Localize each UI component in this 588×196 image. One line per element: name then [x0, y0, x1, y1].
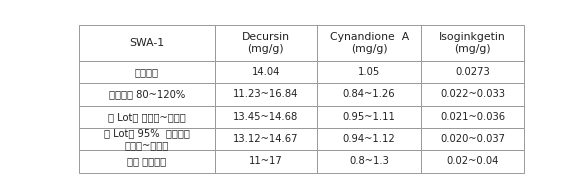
Bar: [317, 128, 422, 150]
Text: 11~17: 11~17: [249, 156, 283, 166]
Text: 0.021~0.036: 0.021~0.036: [440, 112, 505, 122]
Text: 0.84~1.26: 0.84~1.26: [343, 89, 396, 99]
Text: 전체평균: 전체평균: [135, 67, 159, 77]
Text: 0.022~0.033: 0.022~0.033: [440, 89, 505, 99]
Text: 11.23~16.84: 11.23~16.84: [233, 89, 299, 99]
Bar: [79, 83, 215, 105]
Bar: [79, 25, 215, 61]
Text: 제안 기준규격: 제안 기준규격: [127, 156, 166, 166]
Bar: [422, 150, 524, 173]
Text: Isoginkgetin
(mg/g): Isoginkgetin (mg/g): [439, 32, 506, 54]
Text: Decursin
(mg/g): Decursin (mg/g): [242, 32, 290, 54]
Bar: [422, 105, 524, 128]
Text: 13.45~14.68: 13.45~14.68: [233, 112, 298, 122]
Text: 0.0273: 0.0273: [455, 67, 490, 77]
Bar: [215, 61, 317, 83]
Bar: [215, 105, 317, 128]
Text: Cynandione  A
(mg/g): Cynandione A (mg/g): [329, 32, 409, 54]
Bar: [215, 128, 317, 150]
Bar: [215, 83, 317, 105]
Text: 13.12~14.67: 13.12~14.67: [233, 134, 299, 144]
Bar: [317, 83, 422, 105]
Text: 0.020~0.037: 0.020~0.037: [440, 134, 505, 144]
Bar: [317, 150, 422, 173]
Bar: [215, 25, 317, 61]
Bar: [317, 25, 422, 61]
Bar: [79, 105, 215, 128]
Bar: [317, 61, 422, 83]
Text: 0.8~1.3: 0.8~1.3: [349, 156, 389, 166]
Text: 각 Lot별 95%  신뢰구간
하한치~상한치: 각 Lot별 95% 신뢰구간 하한치~상한치: [104, 128, 190, 150]
Text: 평균값의 80~120%: 평균값의 80~120%: [109, 89, 185, 99]
Text: 0.02~0.04: 0.02~0.04: [446, 156, 499, 166]
Text: SWA-1: SWA-1: [129, 38, 165, 48]
Text: 14.04: 14.04: [252, 67, 280, 77]
Text: 각 Lot별 하한치~상한치: 각 Lot별 하한치~상한치: [108, 112, 186, 122]
Bar: [422, 128, 524, 150]
Bar: [79, 128, 215, 150]
Bar: [79, 150, 215, 173]
Bar: [422, 83, 524, 105]
Bar: [79, 61, 215, 83]
Text: 1.05: 1.05: [358, 67, 380, 77]
Bar: [422, 25, 524, 61]
Text: 0.94~1.12: 0.94~1.12: [343, 134, 396, 144]
Text: 0.95~1.11: 0.95~1.11: [343, 112, 396, 122]
Bar: [317, 105, 422, 128]
Bar: [215, 150, 317, 173]
Bar: [422, 61, 524, 83]
